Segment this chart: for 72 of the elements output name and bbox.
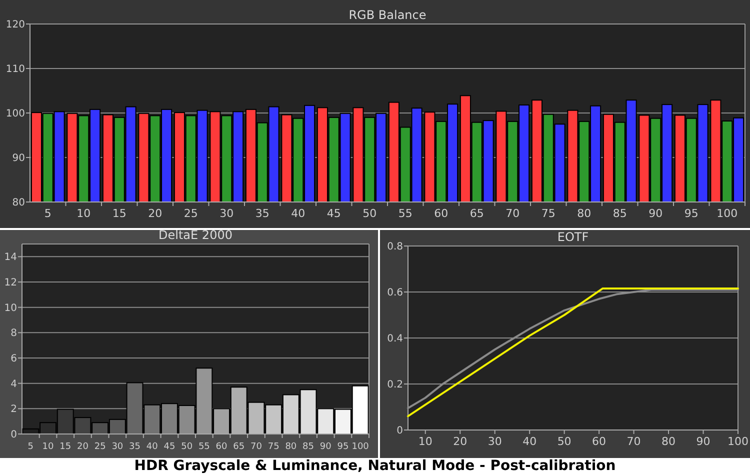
- x-tick-label: 60: [592, 435, 606, 448]
- chart-title: RGB Balance: [348, 8, 426, 22]
- y-tick-label: 0.8: [387, 242, 403, 252]
- x-tick-label: 80: [662, 435, 676, 448]
- x-tick-label: 10: [76, 207, 91, 220]
- x-tick-label: 100: [728, 435, 748, 448]
- x-tick-label: 90: [320, 442, 332, 452]
- y-tick-label: 10: [4, 302, 17, 314]
- y-tick-label: 0: [10, 430, 17, 440]
- x-tick-label: 95: [337, 442, 349, 452]
- x-tick-label: 40: [146, 442, 158, 452]
- x-tick-label: 55: [398, 207, 412, 220]
- x-tick-label: 45: [326, 207, 341, 220]
- y-tick-label: 4: [10, 378, 17, 390]
- x-tick-label: 65: [233, 442, 245, 452]
- x-tick-label: 5: [28, 442, 34, 452]
- y-tick-label: 120: [6, 20, 25, 30]
- y-tick-label: 6: [10, 354, 17, 364]
- x-tick-label: 25: [184, 207, 198, 220]
- x-tick-label: 50: [181, 442, 193, 452]
- chart-title: DeltaE 2000: [158, 228, 232, 242]
- x-tick-label: 10: [42, 442, 54, 452]
- x-tick-label: 15: [60, 442, 72, 452]
- x-tick-label: 25: [94, 442, 106, 452]
- x-tick-label: 70: [506, 207, 520, 220]
- x-tick-label: 65: [470, 207, 484, 220]
- y-tick-label: 100: [6, 108, 25, 120]
- x-tick-label: 40: [291, 207, 306, 220]
- y-tick-label: 0.6: [387, 288, 403, 298]
- x-tick-label: 70: [250, 442, 262, 452]
- x-tick-label: 30: [488, 435, 502, 448]
- x-tick-label: 20: [77, 442, 89, 452]
- x-tick-label: 80: [577, 207, 592, 220]
- x-tick-label: 40: [522, 435, 537, 448]
- y-tick-label: 0.4: [387, 334, 403, 344]
- x-tick-label: 55: [198, 442, 210, 452]
- x-tick-label: 75: [268, 442, 280, 452]
- y-tick-label: 0: [396, 426, 403, 436]
- x-tick-label: 50: [362, 207, 377, 220]
- x-tick-label: 90: [648, 207, 663, 220]
- y-tick-label: 90: [12, 153, 25, 164]
- x-tick-label: 20: [453, 435, 468, 448]
- x-tick-label: 70: [626, 435, 641, 448]
- x-tick-label: 100: [352, 442, 370, 452]
- chart-title: EOTF: [557, 230, 589, 244]
- x-tick-label: 5: [44, 207, 52, 220]
- x-tick-label: 20: [148, 207, 162, 220]
- x-tick-label: 60: [434, 207, 448, 220]
- x-tick-label: 50: [557, 435, 572, 448]
- text: HDR Grayscale & Luminance, Natural Mode - Post-calibration: [134, 458, 616, 474]
- x-tick-label: 10: [418, 435, 432, 448]
- y-tick-label: 0.2: [387, 380, 403, 390]
- y-tick-label: 14: [4, 252, 17, 264]
- x-tick-label: 85: [302, 442, 314, 452]
- x-tick-label: 75: [541, 207, 556, 220]
- x-tick-label: 30: [220, 207, 234, 220]
- x-tick-label: 80: [285, 442, 297, 452]
- x-tick-label: 95: [684, 207, 698, 220]
- x-tick-label: 85: [612, 207, 627, 220]
- x-tick-label: 45: [164, 442, 176, 452]
- y-tick-label: 110: [6, 64, 25, 75]
- x-tick-label: 60: [216, 442, 228, 452]
- x-tick-label: 100: [716, 207, 738, 220]
- x-tick-label: 30: [112, 442, 124, 452]
- y-tick-label: 80: [12, 198, 25, 208]
- x-tick-label: 90: [696, 435, 710, 448]
- x-tick-label: 35: [129, 442, 140, 452]
- y-tick-label: 8: [10, 328, 17, 340]
- x-tick-label: 15: [112, 207, 126, 220]
- y-tick-label: 2: [10, 404, 17, 416]
- y-tick-label: 12: [4, 278, 17, 288]
- x-tick-label: 35: [255, 207, 270, 220]
